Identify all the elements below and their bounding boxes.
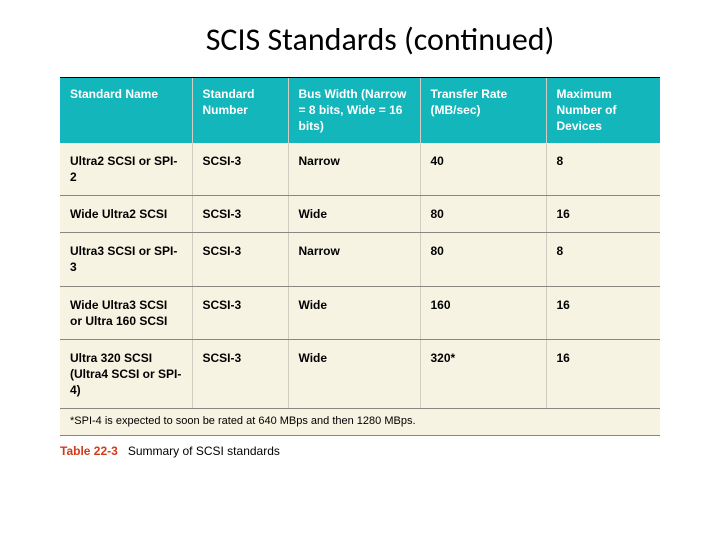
table-row: Ultra3 SCSI or SPI-3 SCSI-3 Narrow 80 8	[60, 233, 660, 286]
table-row: Ultra2 SCSI or SPI-2 SCSI-3 Narrow 40 8	[60, 143, 660, 196]
cell-bus-width: Narrow	[288, 143, 420, 196]
col-header-bus-width: Bus Width (Narrow = 8 bits, Wide = 16 bi…	[288, 78, 420, 143]
cell-bus-width: Narrow	[288, 233, 420, 286]
cell-max-devices: 16	[546, 195, 660, 232]
table-header-row: Standard Name Standard Number Bus Width …	[60, 78, 660, 143]
cell-standard-number: SCSI-3	[192, 233, 288, 286]
table-caption: Table 22-3 Summary of SCSI standards	[60, 436, 660, 458]
table-row: Ultra 320 SCSI (Ultra4 SCSI or SPI-4) SC…	[60, 339, 660, 409]
cell-standard-name: Ultra 320 SCSI (Ultra4 SCSI or SPI-4)	[60, 339, 192, 409]
cell-standard-number: SCSI-3	[192, 143, 288, 196]
scsi-standards-table: Standard Name Standard Number Bus Width …	[60, 77, 660, 436]
cell-transfer-rate: 40	[420, 143, 546, 196]
cell-standard-name: Wide Ultra2 SCSI	[60, 195, 192, 232]
cell-standard-name: Ultra3 SCSI or SPI-3	[60, 233, 192, 286]
cell-transfer-rate: 160	[420, 286, 546, 339]
cell-standard-name: Ultra2 SCSI or SPI-2	[60, 143, 192, 196]
cell-bus-width: Wide	[288, 286, 420, 339]
caption-label: Table 22-3	[60, 444, 118, 458]
cell-max-devices: 8	[546, 143, 660, 196]
page-title: SCIS Standards (continued)	[60, 20, 660, 59]
table-row: Wide Ultra3 SCSI or Ultra 160 SCSI SCSI-…	[60, 286, 660, 339]
cell-standard-number: SCSI-3	[192, 339, 288, 409]
cell-max-devices: 16	[546, 339, 660, 409]
cell-standard-number: SCSI-3	[192, 286, 288, 339]
table-row: Wide Ultra2 SCSI SCSI-3 Wide 80 16	[60, 195, 660, 232]
cell-bus-width: Wide	[288, 339, 420, 409]
cell-transfer-rate: 80	[420, 233, 546, 286]
cell-max-devices: 16	[546, 286, 660, 339]
col-header-transfer-rate: Transfer Rate (MB/sec)	[420, 78, 546, 143]
cell-transfer-rate: 80	[420, 195, 546, 232]
cell-standard-number: SCSI-3	[192, 195, 288, 232]
table-footnote: *SPI-4 is expected to soon be rated at 6…	[60, 409, 660, 436]
caption-text: Summary of SCSI standards	[128, 444, 280, 458]
col-header-standard-number: Standard Number	[192, 78, 288, 143]
cell-bus-width: Wide	[288, 195, 420, 232]
col-header-standard-name: Standard Name	[60, 78, 192, 143]
col-header-max-devices: Maximum Number of Devices	[546, 78, 660, 143]
cell-max-devices: 8	[546, 233, 660, 286]
cell-standard-name: Wide Ultra3 SCSI or Ultra 160 SCSI	[60, 286, 192, 339]
cell-transfer-rate: 320*	[420, 339, 546, 409]
